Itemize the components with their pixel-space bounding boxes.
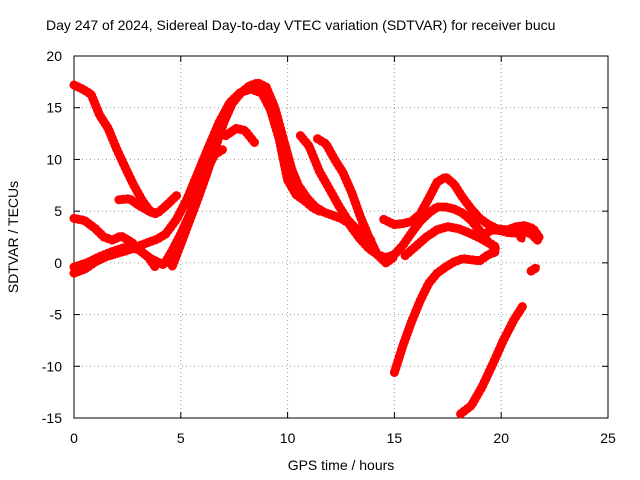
y-tick-label: 15 <box>46 100 62 116</box>
y-tick-label: -5 <box>50 307 63 323</box>
series-markers-arc-2 <box>114 191 181 218</box>
y-tick-label: 5 <box>54 203 62 219</box>
x-tick-label: 20 <box>493 430 509 446</box>
series-markers-arc-16 <box>456 301 528 419</box>
series-markers-arc-15 <box>526 262 542 276</box>
series-markers-arc-7 <box>221 123 261 149</box>
series-markers-arc-1 <box>69 80 162 219</box>
series-markers-arc-6 <box>167 78 363 271</box>
series-group <box>69 78 545 419</box>
series-markers-arc-9 <box>313 134 399 268</box>
series-markers-arc-13 <box>389 247 502 377</box>
axis-ticks: 0 5 10 15 20 25 -15 -10 -5 0 5 10 15 20 <box>42 48 616 446</box>
x-tick-label: 15 <box>387 430 403 446</box>
x-tick-label: 25 <box>600 430 616 446</box>
x-tick-label: 0 <box>70 430 78 446</box>
y-axis-title: SDTVAR / TECUs <box>5 181 21 293</box>
y-tick-label: 20 <box>46 48 62 64</box>
x-tick-label: 10 <box>280 430 296 446</box>
chart-title: Day 247 of 2024, Sidereal Day-to-day VTE… <box>46 17 555 33</box>
x-tick-label: 5 <box>177 430 185 446</box>
plot-frame <box>73 55 609 419</box>
x-axis-title: GPS time / hours <box>288 457 395 473</box>
series-markers-arc-10 <box>338 202 500 263</box>
series-markers-arc-5 <box>69 84 327 278</box>
series-markers-arc-17 <box>503 221 545 243</box>
y-tick-label: 0 <box>54 255 62 271</box>
y-tick-label: -10 <box>42 358 62 374</box>
y-tick-label: 10 <box>46 151 62 167</box>
series-markers-arc-12 <box>400 222 502 261</box>
y-tick-label: -15 <box>42 410 62 426</box>
